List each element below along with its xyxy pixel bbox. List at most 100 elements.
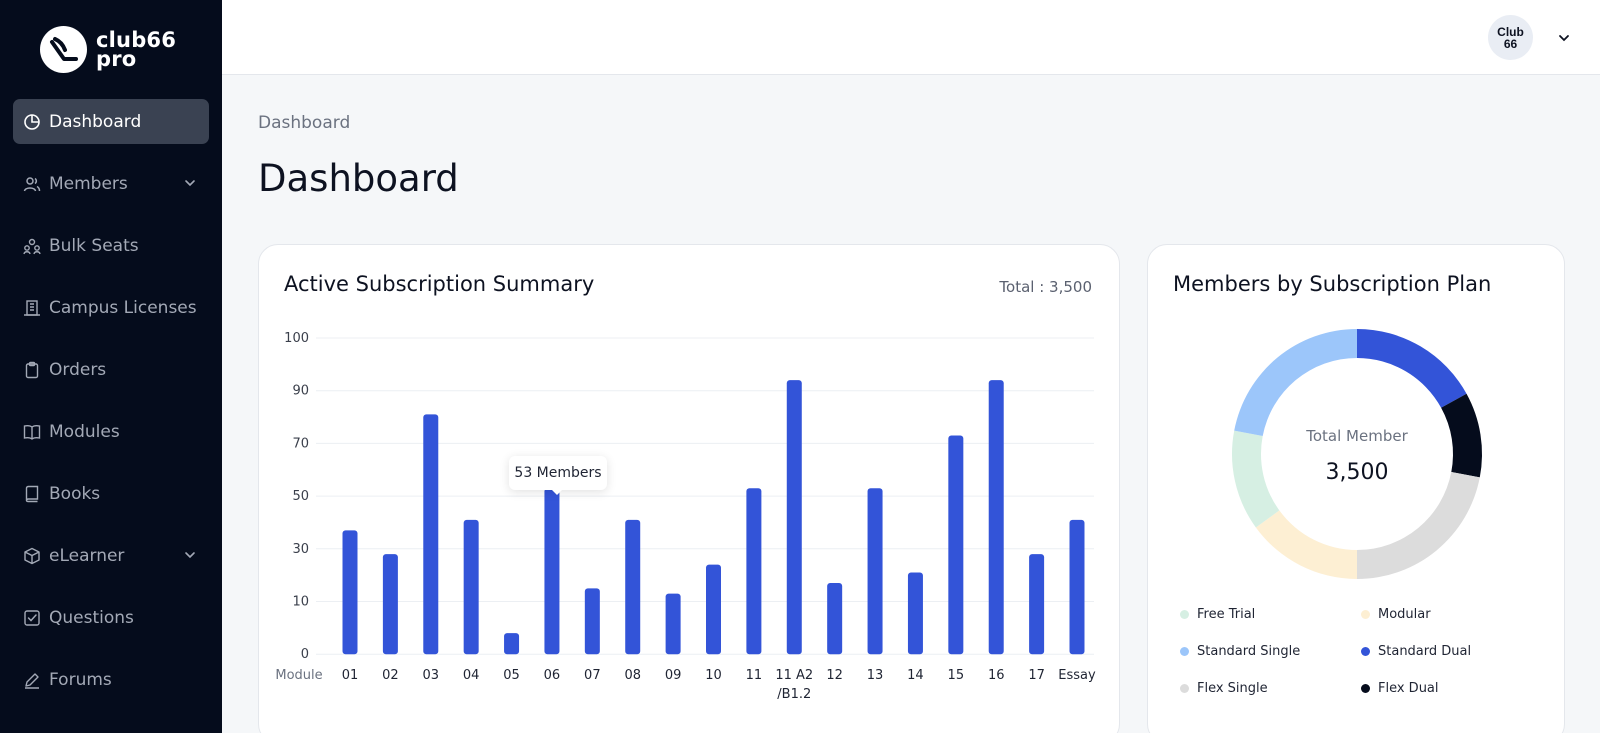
sidebar-item-label: Campus Licenses [49, 297, 197, 318]
y-tick-label: 10 [292, 595, 309, 610]
donut-slice[interactable] [1234, 329, 1357, 437]
bar[interactable] [584, 588, 600, 655]
x-tick-label: 01 [342, 668, 359, 683]
sidebar: club66 pro Dashboard Members Bulk Seats [0, 0, 222, 733]
x-tick-label: 15 [948, 668, 965, 683]
card-title: Active Subscription Summary [284, 272, 595, 296]
donut-slice[interactable] [1357, 471, 1480, 579]
bar-chart: 0 10 30 50 70 90 100 Module 01 02 03 04 05 06 07 08 09 10… [275, 331, 1096, 702]
legend-dot [1180, 647, 1189, 656]
x-tick-label: 17 [1028, 668, 1045, 683]
legend-item[interactable]: Modular [1361, 607, 1431, 622]
bar[interactable] [342, 530, 358, 655]
logo-mark-icon [40, 26, 87, 73]
legend-item[interactable]: Standard Dual [1361, 644, 1471, 659]
bar[interactable] [665, 593, 681, 655]
legend-item[interactable]: Flex Dual [1361, 681, 1439, 696]
x-tick-label: 04 [463, 668, 480, 683]
x-tick-label: 11 A2 [775, 668, 813, 683]
x-tick-label: 13 [867, 668, 884, 683]
x-tick-label: 11 [746, 668, 763, 683]
y-tick-label: 100 [284, 331, 309, 346]
group-icon [23, 237, 41, 255]
bar[interactable] [827, 583, 843, 655]
bar[interactable] [786, 380, 802, 655]
legend-label: Free Trial [1197, 607, 1256, 622]
sidebar-item-forums[interactable]: Forums [13, 657, 209, 702]
sidebar-item-questions[interactable]: Questions [13, 595, 209, 640]
bar[interactable] [746, 488, 762, 655]
sidebar-item-campus-licenses[interactable]: Campus Licenses [13, 285, 209, 330]
x-tick-label: /B1.2 [777, 687, 811, 702]
x-tick-label: 05 [503, 668, 520, 683]
building-icon [23, 299, 41, 317]
donut-slice[interactable] [1357, 329, 1467, 408]
legend-dot [1361, 610, 1370, 619]
y-tick-label: 30 [292, 542, 309, 557]
bar[interactable] [625, 519, 641, 655]
x-tick-label: 06 [544, 668, 561, 683]
avatar[interactable]: Club 66 [1488, 15, 1533, 60]
brand-name-line1: club66 [96, 27, 177, 52]
donut-slice[interactable] [1441, 393, 1482, 478]
x-tick-label: 02 [382, 668, 399, 683]
bar[interactable] [504, 633, 520, 655]
legend-item[interactable]: Free Trial [1180, 607, 1255, 622]
chevron-down-icon[interactable] [183, 548, 197, 562]
bar[interactable] [988, 380, 1004, 655]
x-tick-label: 10 [705, 668, 722, 683]
sidebar-item-elearner[interactable]: eLearner [13, 533, 209, 578]
bar[interactable] [907, 572, 923, 655]
x-tick-label: 16 [988, 668, 1005, 683]
legend-dot [1361, 684, 1370, 693]
sidebar-item-books[interactable]: Books [13, 471, 209, 516]
x-tick-label: 14 [907, 668, 924, 683]
members-by-plan-card: Members by Subscription Plan Total Membe… [1147, 244, 1565, 733]
legend-label: Flex Single [1197, 681, 1268, 696]
legend-item[interactable]: Flex Single [1180, 681, 1268, 696]
x-tick-label: 12 [826, 668, 843, 683]
chevron-down-icon[interactable] [1556, 30, 1572, 46]
chevron-down-icon[interactable] [183, 176, 197, 190]
sidebar-item-label: Questions [49, 607, 134, 628]
total-count: Total : 3,500 [999, 278, 1092, 296]
open-book-icon [23, 423, 41, 441]
brand-logo[interactable]: club66 pro [40, 26, 176, 73]
donut-slice[interactable] [1232, 430, 1280, 528]
bar[interactable] [1069, 519, 1085, 655]
bar[interactable] [948, 435, 964, 655]
avatar-line2: 66 [1503, 37, 1518, 51]
sidebar-item-label: eLearner [49, 545, 125, 566]
bar[interactable] [706, 564, 721, 655]
bar[interactable] [382, 554, 398, 655]
x-tick-label: 08 [624, 668, 641, 683]
cube-icon [23, 547, 41, 565]
sidebar-item-bulk-seats[interactable]: Bulk Seats [13, 223, 209, 268]
tooltip-arrow [550, 488, 564, 495]
sidebar-item-label: Dashboard [49, 111, 142, 132]
sidebar-item-orders[interactable]: Orders [13, 347, 209, 392]
brand-name-line2: pro [96, 46, 137, 71]
pen-icon [23, 671, 41, 689]
legend-label: Standard Dual [1378, 644, 1472, 659]
bar[interactable] [423, 414, 439, 655]
x-tick-label: Essay [1058, 668, 1096, 683]
sidebar-item-modules[interactable]: Modules [13, 409, 209, 454]
legend-label: Standard Single [1197, 644, 1301, 659]
sidebar-item-label: Orders [49, 359, 107, 380]
x-tick-label: 07 [584, 668, 601, 683]
y-tick-label: 70 [292, 436, 309, 451]
page-title: Dashboard [258, 157, 459, 200]
legend-dot [1180, 610, 1189, 619]
bar[interactable] [544, 488, 560, 655]
bar[interactable] [1029, 554, 1045, 655]
bar[interactable] [867, 488, 883, 655]
check-square-icon [23, 609, 41, 627]
breadcrumb[interactable]: Dashboard [258, 113, 351, 133]
legend-dot [1361, 647, 1370, 656]
bar[interactable] [463, 519, 479, 655]
legend-item[interactable]: Standard Single [1180, 644, 1300, 659]
sidebar-item-dashboard[interactable]: Dashboard [13, 99, 209, 144]
donut-slice[interactable] [1255, 510, 1357, 579]
sidebar-item-members[interactable]: Members [13, 161, 209, 206]
